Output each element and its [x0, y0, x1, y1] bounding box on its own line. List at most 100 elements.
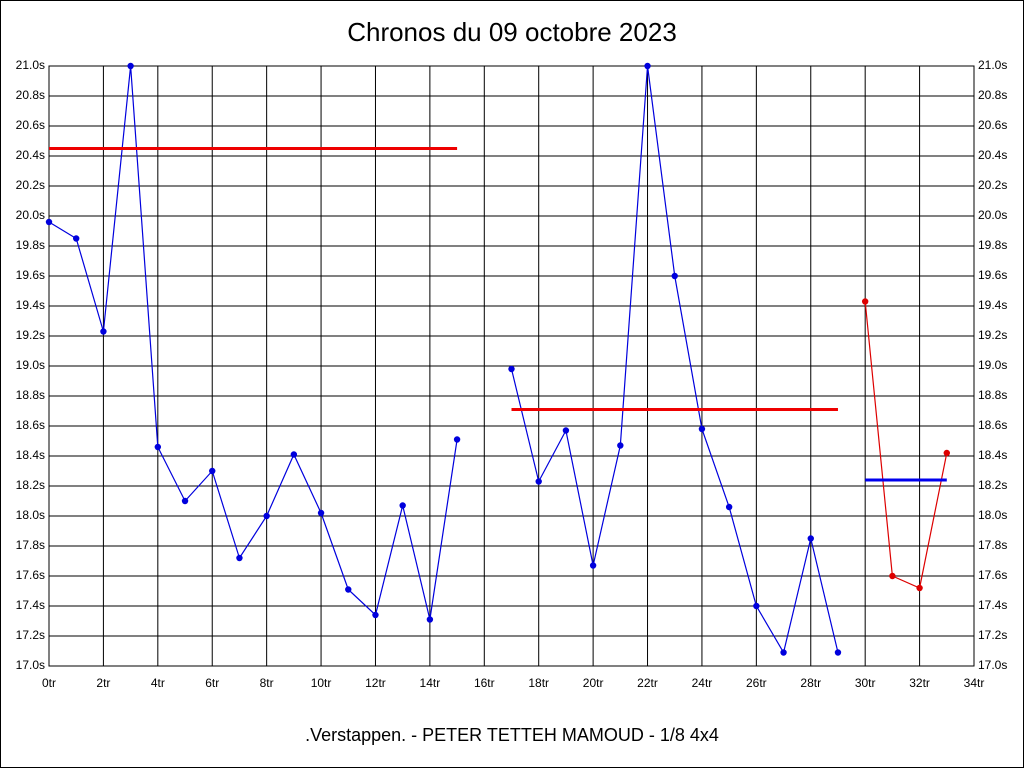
- y-tick-label: 18.0s: [16, 508, 45, 522]
- y-tick-label: 18.8s: [16, 388, 45, 402]
- point: [426, 616, 434, 623]
- point: [236, 554, 243, 562]
- y-tick-label: 18.4s: [16, 448, 45, 462]
- x-tick-label: 26tr: [746, 676, 767, 690]
- y-tick-label: 19.6s: [16, 268, 45, 282]
- y2-tick-label: 17.0s: [978, 658, 1007, 672]
- series-line: [864, 301, 948, 589]
- x-tick-label: 0tr: [42, 676, 56, 690]
- point: [644, 62, 651, 70]
- point: [834, 649, 842, 656]
- y2-tick-label: 18.2s: [978, 478, 1007, 492]
- point: [861, 298, 869, 305]
- y-tick-label: 20.8s: [16, 88, 45, 102]
- y-tick-label: 18.2s: [16, 478, 45, 492]
- point: [807, 535, 814, 542]
- y-tick-label: 20.6s: [16, 118, 45, 132]
- caption: .Verstappen. - PETER TETTEH MAMOUD - 1/8…: [305, 725, 719, 745]
- y-tick-label: 17.4s: [16, 598, 45, 612]
- y-tick-label: 19.2s: [16, 328, 45, 342]
- point: [154, 443, 162, 451]
- point: [535, 478, 542, 485]
- y-tick-label: 17.2s: [16, 628, 45, 642]
- x-tick-label: 8tr: [260, 676, 274, 690]
- y2-tick-label: 17.4s: [978, 598, 1007, 612]
- point: [345, 586, 352, 593]
- point: [589, 562, 597, 569]
- y-tick-label: 20.2s: [16, 178, 45, 192]
- x-tick-label: 2tr: [96, 676, 110, 690]
- point: [617, 442, 624, 449]
- x-tick-label: 30tr: [855, 676, 876, 690]
- point: [290, 451, 298, 458]
- y2-tick-label: 18.6s: [978, 418, 1007, 432]
- y-tick-label: 19.8s: [16, 238, 45, 252]
- x-tick-label: 6tr: [205, 676, 219, 690]
- x-tick-label: 12tr: [365, 676, 386, 690]
- point: [671, 272, 678, 280]
- point: [181, 497, 189, 505]
- point: [45, 218, 53, 226]
- point: [753, 602, 760, 610]
- y2-tick-label: 19.6s: [978, 268, 1007, 282]
- y2-tick-label: 19.2s: [978, 328, 1007, 342]
- point: [127, 62, 134, 70]
- x-tick-label: 18tr: [528, 676, 549, 690]
- point: [372, 611, 379, 619]
- y2-tick-label: 19.4s: [978, 298, 1007, 312]
- y-tick-label: 21.0s: [16, 58, 45, 72]
- y2-tick-label: 19.8s: [978, 238, 1007, 252]
- x-tick-label: 14tr: [420, 676, 441, 690]
- point: [725, 503, 733, 511]
- point: [453, 436, 461, 443]
- y2-tick-label: 17.2s: [978, 628, 1007, 642]
- y2-tick-label: 18.0s: [978, 508, 1007, 522]
- y-tick-label: 17.6s: [16, 568, 45, 582]
- y2-tick-label: 17.6s: [978, 568, 1007, 582]
- point: [916, 584, 923, 592]
- x-tick-label: 4tr: [151, 676, 165, 690]
- point: [562, 427, 570, 434]
- y2-tick-label: 20.6s: [978, 118, 1007, 132]
- point: [100, 328, 107, 335]
- x-tick-label: 32tr: [909, 676, 930, 690]
- y-tick-label: 18.6s: [16, 418, 45, 432]
- x-tick-label: 28tr: [800, 676, 821, 690]
- x-tick-label: 22tr: [637, 676, 658, 690]
- y2-tick-label: 20.0s: [978, 208, 1007, 222]
- point: [508, 365, 515, 373]
- x-tick-label: 16tr: [474, 676, 495, 690]
- y-tick-label: 19.4s: [16, 298, 45, 312]
- point: [943, 449, 950, 457]
- y-tick-label: 20.4s: [16, 148, 45, 162]
- y2-tick-label: 18.8s: [978, 388, 1007, 402]
- y2-tick-label: 19.0s: [978, 358, 1007, 372]
- point: [209, 467, 216, 475]
- y2-tick-label: 21.0s: [978, 58, 1007, 72]
- y2-tick-label: 20.8s: [978, 88, 1007, 102]
- chart-title: Chronos du 09 octobre 2023: [347, 17, 677, 47]
- y-tick-label: 17.8s: [16, 538, 45, 552]
- point: [263, 512, 270, 520]
- point: [698, 425, 706, 433]
- x-tick-label: 34tr: [964, 676, 985, 690]
- plot-border: [48, 65, 975, 667]
- y2-tick-label: 20.4s: [978, 148, 1007, 162]
- point: [399, 502, 406, 509]
- series-line: [48, 65, 458, 620]
- point: [73, 235, 80, 242]
- x-tick-label: 20tr: [583, 676, 604, 690]
- point: [780, 649, 787, 656]
- point: [317, 509, 325, 517]
- x-tick-label: 24tr: [692, 676, 713, 690]
- x-tick-label: 10tr: [311, 676, 332, 690]
- y2-tick-label: 20.2s: [978, 178, 1007, 192]
- y-tick-label: 20.0s: [16, 208, 45, 222]
- y2-tick-label: 17.8s: [978, 538, 1007, 552]
- y-tick-label: 19.0s: [16, 358, 45, 372]
- point: [889, 572, 896, 580]
- y-tick-label: 17.0s: [16, 658, 45, 672]
- y2-tick-label: 18.4s: [978, 448, 1007, 462]
